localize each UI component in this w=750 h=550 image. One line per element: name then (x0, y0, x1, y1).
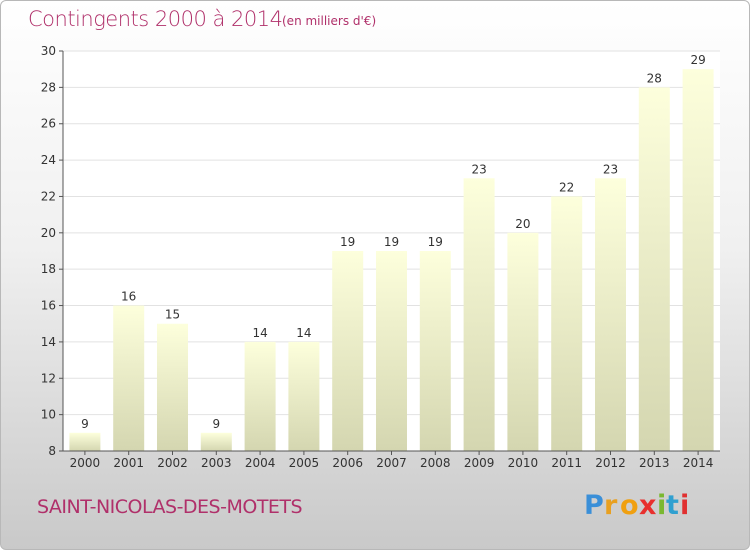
chart-subtitle: (en milliers d'€) (282, 14, 377, 28)
logo-letter: i (657, 490, 667, 521)
y-tick-label: 16 (41, 299, 56, 313)
bar-2005 (288, 341, 320, 451)
x-tick-label: 2006 (332, 456, 363, 470)
y-tick-label: 18 (41, 262, 56, 276)
data-labels: 9 16 15 9 14 14 19 19 19 23 20 22 23 28 29 (81, 53, 706, 431)
data-label-2007: 19 (384, 235, 399, 249)
bar-2006 (332, 251, 364, 451)
logo-letter: P (584, 490, 604, 521)
x-tick-label: 2000 (70, 456, 101, 470)
y-tick-label: 22 (41, 189, 56, 203)
x-tick-label: 2007 (376, 456, 407, 470)
y-tick-label: 24 (41, 153, 56, 167)
bar-2011 (551, 196, 583, 451)
bar-2003 (200, 432, 232, 451)
bar-2010 (507, 232, 539, 451)
y-tick-label: 30 (41, 44, 56, 58)
bar-2014 (682, 69, 714, 451)
data-label-2006: 19 (340, 235, 355, 249)
y-tick-label: 14 (41, 335, 56, 349)
data-label-2001: 16 (121, 290, 136, 304)
bar-2007 (376, 251, 407, 451)
data-label-2003: 9 (212, 417, 220, 431)
bar-2009 (463, 178, 495, 452)
bar-2001 (113, 305, 145, 451)
data-label-2002: 15 (165, 308, 180, 322)
bar-2000 (69, 432, 101, 451)
y-tick-label: 8 (48, 444, 56, 458)
bar-2002 (157, 323, 188, 451)
bar-2008 (419, 251, 451, 451)
logo-letter: t (666, 490, 679, 521)
data-label-2009: 23 (471, 162, 486, 176)
bars (69, 69, 714, 452)
x-tick-label: 2005 (289, 456, 320, 470)
data-label-2008: 19 (428, 235, 443, 249)
bar-2012 (595, 178, 626, 452)
data-label-2000: 9 (81, 417, 89, 431)
x-tick-label: 2002 (157, 456, 188, 470)
x-tick-label: 2009 (464, 456, 495, 470)
data-label-2010: 20 (515, 217, 530, 231)
logo-letter: x (639, 490, 657, 521)
x-tick-label: 2013 (639, 456, 670, 470)
logo-letter: o (620, 490, 639, 521)
y-tick-label: 20 (41, 226, 56, 240)
bar-2013 (638, 87, 670, 451)
axes: 8 10 12 14 16 18 20 22 24 26 28 30 2000 2001 2002 2003 2… (41, 44, 720, 470)
x-tick-label: 2012 (595, 456, 626, 470)
data-label-2012: 23 (603, 162, 618, 176)
commune-name: SAINT-NICOLAS-DES-MOTETS (37, 496, 303, 518)
y-tick-label: 28 (41, 80, 56, 94)
data-label-2011: 22 (559, 180, 574, 194)
x-tick-label: 2008 (420, 456, 451, 470)
x-tick-label: 2011 (551, 456, 582, 470)
x-tick-label: 2010 (508, 456, 539, 470)
x-tick-label: 2003 (201, 456, 232, 470)
logo-letter: r (604, 490, 618, 521)
chart-title: Contingents 2000 à 2014 (28, 7, 283, 31)
y-tick-label: 26 (41, 117, 56, 131)
x-tick-label: 2001 (113, 456, 144, 470)
y-tick-label: 12 (41, 371, 56, 385)
data-label-2004: 14 (252, 326, 267, 340)
bar-2004 (244, 341, 276, 451)
data-label-2013: 28 (647, 71, 662, 85)
x-tick-label: 2004 (245, 456, 276, 470)
data-label-2014: 29 (690, 53, 705, 67)
data-label-2005: 14 (296, 326, 311, 340)
logo-letter: i (680, 490, 690, 521)
y-tick-label: 10 (41, 408, 56, 422)
x-tick-label: 2014 (683, 456, 714, 470)
